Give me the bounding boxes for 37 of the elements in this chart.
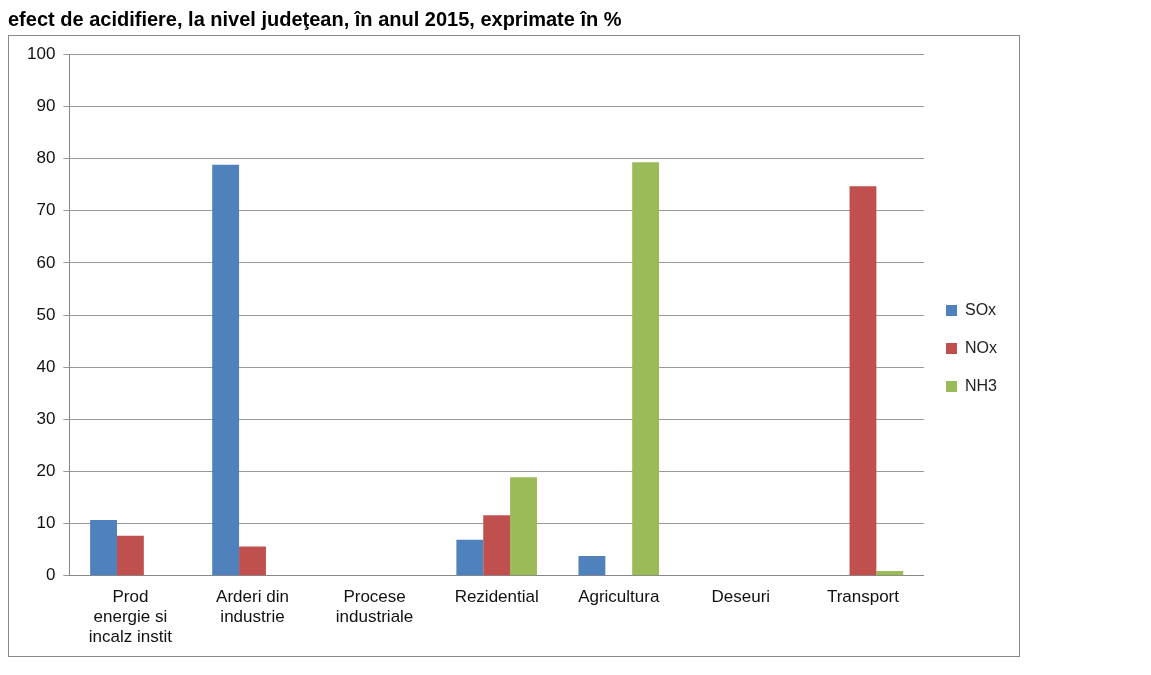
bar xyxy=(116,535,144,576)
bar xyxy=(578,555,606,576)
x-tick-label: Rezidential xyxy=(454,586,539,606)
category-label: Procese xyxy=(343,586,406,606)
bar xyxy=(876,571,904,576)
legend-label: NOx xyxy=(964,338,997,356)
legend-label: NH3 xyxy=(964,376,998,394)
bar xyxy=(632,162,660,576)
y-tick-label: 50 xyxy=(36,304,56,324)
category-label: Prod xyxy=(112,586,149,606)
y-tick-label: 60 xyxy=(36,252,56,272)
x-tick-label: Transport xyxy=(826,586,900,606)
bar xyxy=(483,515,511,576)
y-tick-label: 30 xyxy=(36,409,56,429)
bar xyxy=(510,477,537,576)
category-label: industrie xyxy=(220,607,285,627)
bar xyxy=(239,546,266,576)
y-tick-label: 0 xyxy=(45,565,56,585)
y-tick-label: 20 xyxy=(36,461,56,481)
y-tick-label: 100 xyxy=(26,43,56,63)
y-tick-label: 90 xyxy=(36,96,56,116)
bar xyxy=(212,164,240,576)
y-tick-label: 10 xyxy=(36,513,56,533)
category-label: energie si xyxy=(93,607,168,627)
x-tick-label: Deseuri xyxy=(711,586,771,606)
y-tick-label: 70 xyxy=(36,200,56,220)
category-label: industriale xyxy=(335,607,414,627)
bar xyxy=(849,186,877,576)
legend-label: SOx xyxy=(964,300,997,318)
category-label: Arderi din xyxy=(216,586,289,606)
bar xyxy=(456,539,484,576)
x-tick-label: Agricultura xyxy=(578,586,660,606)
chart-title: efect de acidifiere, la nivel judeţean, în anul 2015, exprimate în % xyxy=(8,8,623,31)
y-tick-label: 80 xyxy=(36,148,56,168)
category-label: incalz instit xyxy=(88,627,172,647)
bar xyxy=(90,519,117,576)
y-tick-label: 40 xyxy=(36,356,56,376)
